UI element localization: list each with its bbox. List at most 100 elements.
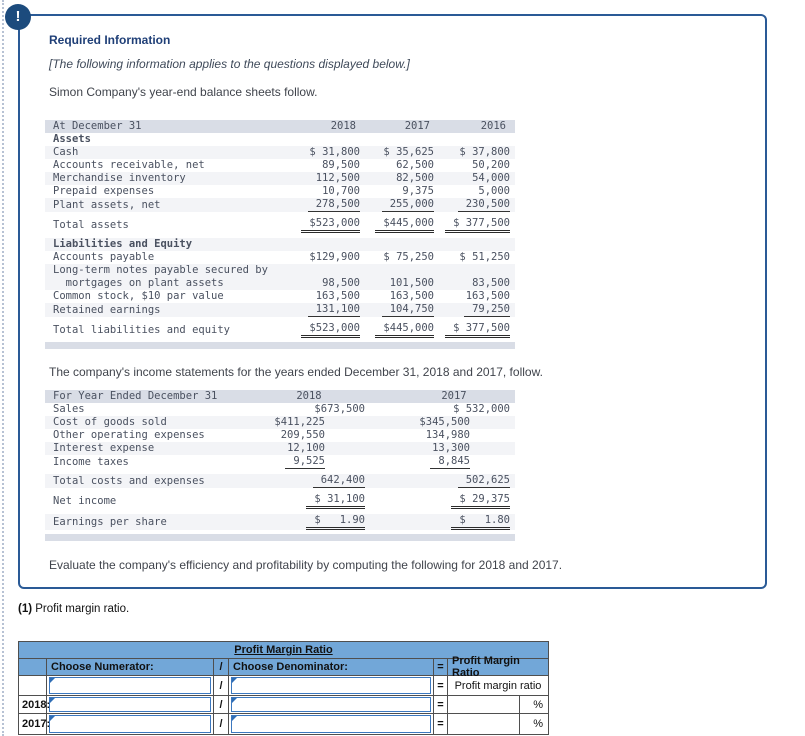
cell: $129,900 <box>309 251 360 263</box>
cell: $ 1.80 <box>398 514 510 530</box>
year-column-header: 2016 <box>480 120 506 132</box>
row-label: Net income <box>53 494 117 507</box>
cell: 10,700 <box>322 185 360 197</box>
percent-sign: % <box>520 696 548 714</box>
cell: $445,000 <box>362 322 434 338</box>
percent-sign: % <box>533 718 543 730</box>
exclamation-icon: ! <box>5 4 31 30</box>
row-label: Plant assets, net <box>53 198 161 211</box>
cell: 230,500 <box>436 198 510 212</box>
cell: $523,000 <box>288 217 360 233</box>
divide-sign: / <box>214 696 229 714</box>
cell: 13,300 <box>432 442 470 454</box>
table-row: Long-term notes payable secured by mortg… <box>45 264 515 290</box>
year-column-header: 2018 <box>296 390 322 402</box>
table-row: Plant assets, net 278,500 255,000 230,50… <box>45 198 515 212</box>
row-label: Earnings per share <box>53 515 167 528</box>
denominator-column-header: Choose Denominator: <box>229 659 434 676</box>
cell: 502,625 <box>398 474 510 488</box>
result-value-2018 <box>448 696 520 714</box>
row-label: Long-term notes payable secured by mortg… <box>53 264 268 289</box>
table-row: Assets <box>45 133 515 146</box>
cell: 79,250 <box>436 303 510 317</box>
cell: 163,500 <box>315 290 360 302</box>
cell: $ 35,625 <box>383 146 434 158</box>
cell <box>47 714 214 734</box>
dotted-guide-line <box>2 0 4 736</box>
table-row: Merchandise inventory 112,500 82,500 54,… <box>45 172 515 185</box>
table-footer-bar <box>45 534 515 541</box>
divide-sign: / <box>214 714 229 734</box>
cell: $673,500 <box>314 403 365 415</box>
cell: 9,525 <box>253 455 365 469</box>
row-label: Other operating expenses <box>53 429 205 441</box>
year-column-header: 2017 <box>404 120 430 132</box>
balance-sheet-table: At December 31 2018 2017 2016 Assets Cas… <box>45 120 515 349</box>
cell: $ 31,100 <box>253 493 365 509</box>
row-label: Interest expense <box>53 442 155 454</box>
row-label: Total costs and expenses <box>53 474 205 487</box>
balance-sheet-intro: Simon Company's year-end balance sheets … <box>49 85 318 99</box>
table-footer-bar <box>45 342 515 349</box>
total-row: Total assets $523,000 $445,000 $ 377,500 <box>45 217 515 233</box>
cell: 89,500 <box>322 159 360 171</box>
question-text: Profit margin ratio. <box>32 603 130 615</box>
column-header: For Year Ended December 31 <box>53 390 218 402</box>
cell <box>47 676 214 696</box>
row-label-cell <box>19 676 47 696</box>
answer-table-title: Profit Margin Ratio <box>19 642 548 659</box>
cell: 163,500 <box>389 290 434 302</box>
cell: 642,400 <box>253 474 365 488</box>
cell: $523,000 <box>288 322 360 338</box>
total-row: Net income $ 31,100 $ 29,375 <box>45 493 515 509</box>
row-label: Accounts receivable, net <box>53 159 205 171</box>
cell: 8,845 <box>398 455 510 469</box>
cell <box>229 696 434 714</box>
denominator-select-2017[interactable] <box>231 715 431 733</box>
cell: 83,500 <box>472 277 510 289</box>
cell: $ 532,000 <box>453 403 510 415</box>
row-label: Retained earnings <box>53 303 161 316</box>
numerator-select-2018[interactable] <box>49 697 211 712</box>
equals-sign: = <box>434 714 448 734</box>
row-label-2018: 2018: <box>19 696 50 714</box>
table-row: Other operating expenses 209,550 134,980 <box>45 429 515 442</box>
row-label: Cost of goods sold <box>53 416 167 428</box>
balance-sheet-header-row: At December 31 2018 2017 2016 <box>45 120 515 133</box>
table-row: Accounts receivable, net 89,500 62,500 5… <box>45 159 515 172</box>
result-value-2017 <box>448 714 520 734</box>
cell: 12,100 <box>287 442 325 454</box>
cell: 98,500 <box>322 277 360 289</box>
question-label: (1) Profit margin ratio. <box>18 603 129 615</box>
cell: $ 377,500 <box>436 217 510 233</box>
table-row: Interest expense 12,100 13,300 <box>45 442 515 455</box>
equals-sign: = <box>434 696 448 714</box>
numerator-select-formula[interactable] <box>49 677 211 694</box>
cell: $345,500 <box>419 416 470 428</box>
cell: $ 37,800 <box>459 146 510 158</box>
cell: $411,225 <box>274 416 325 428</box>
cell: 101,500 <box>389 277 434 289</box>
table-row: Prepaid expenses 10,700 9,375 5,000 <box>45 185 515 198</box>
cell: 255,000 <box>362 198 434 212</box>
row-label-2017: 2017: <box>19 714 50 734</box>
cell: 54,000 <box>472 172 510 184</box>
denominator-select-formula[interactable] <box>231 677 431 694</box>
panel-heading: Required Information <box>49 33 171 47</box>
cell: $ 75,250 <box>383 251 434 263</box>
table-row: Accounts payable $129,900 $ 75,250 $ 51,… <box>45 251 515 264</box>
row-label: Total liabilities and equity <box>53 323 231 336</box>
cell: $445,000 <box>362 217 434 233</box>
total-row: Total liabilities and equity $523,000 $4… <box>45 322 515 338</box>
table-row: Common stock, $10 par value 163,500 163,… <box>45 290 515 303</box>
numerator-select-2017[interactable] <box>49 715 211 733</box>
question-number: (1) <box>18 603 33 615</box>
income-statement-header-row: For Year Ended December 31 2018 2017 <box>45 390 515 403</box>
cell <box>47 696 214 714</box>
task-instruction: Evaluate the company's efficiency and pr… <box>49 558 563 572</box>
row-label: Prepaid expenses <box>53 185 155 197</box>
income-statement-intro: The company's income statements for the … <box>49 365 543 379</box>
cell: 134,980 <box>425 429 470 441</box>
denominator-select-2018[interactable] <box>231 697 431 712</box>
row-label: Income taxes <box>53 455 129 468</box>
